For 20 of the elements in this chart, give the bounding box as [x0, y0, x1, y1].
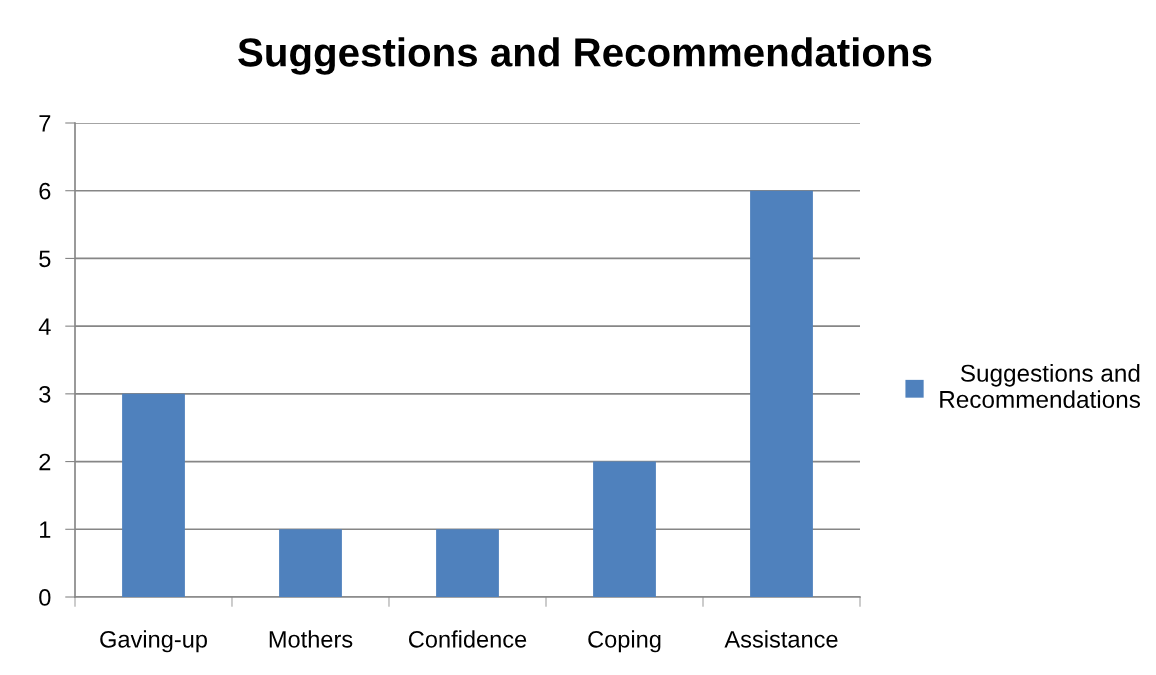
- chart-title: Suggestions and Recommendations: [238, 37, 932, 75]
- y-tick-label: 5: [39, 250, 51, 268]
- bar: [122, 393, 185, 597]
- y-tick-label: 3: [39, 385, 51, 403]
- y-tick-label: 2: [39, 453, 51, 471]
- y-tick-label: 1: [40, 521, 51, 538]
- x-tick-label: Mothers: [269, 630, 353, 648]
- y-tick-label: 6: [39, 182, 51, 200]
- y-tick-label: 4: [38, 318, 51, 335]
- y-tick-label: 0: [39, 589, 51, 606]
- bar: [750, 190, 813, 597]
- bar: [279, 529, 342, 597]
- x-tick-label: Coping: [588, 630, 661, 653]
- bar: [593, 461, 656, 597]
- x-tick-label: Gaving-up: [100, 630, 207, 653]
- legend-label: Suggestions and Recommendations: [940, 364, 1141, 409]
- y-tick-label: 7: [39, 115, 51, 132]
- x-tick-label: Confidence: [408, 630, 527, 648]
- x-tick-label: Assistance: [724, 630, 838, 648]
- bar: [436, 529, 499, 597]
